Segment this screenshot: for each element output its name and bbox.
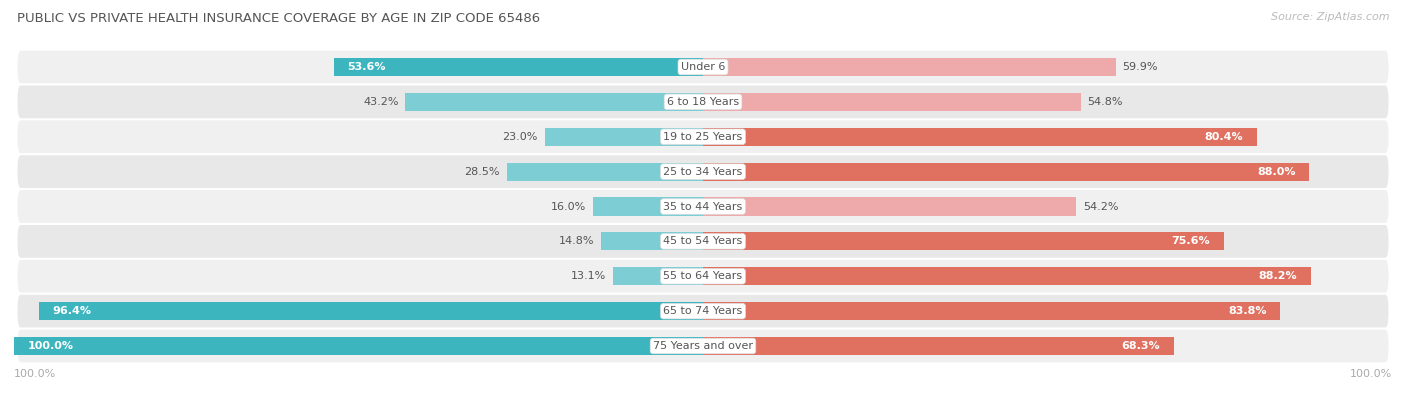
Bar [703, 302, 1281, 320]
Bar [703, 232, 1223, 250]
Text: 28.5%: 28.5% [464, 166, 499, 177]
Text: 59.9%: 59.9% [1122, 62, 1159, 72]
FancyBboxPatch shape [17, 155, 1389, 188]
FancyBboxPatch shape [17, 330, 1389, 362]
Text: 54.8%: 54.8% [1087, 97, 1123, 107]
Text: Under 6: Under 6 [681, 62, 725, 72]
Text: 100.0%: 100.0% [1350, 369, 1392, 379]
Text: 13.1%: 13.1% [571, 271, 606, 281]
Bar [703, 128, 1257, 146]
FancyBboxPatch shape [17, 51, 1389, 83]
Text: 96.4%: 96.4% [52, 306, 91, 316]
Text: 35 to 44 Years: 35 to 44 Years [664, 202, 742, 211]
Bar [703, 337, 1174, 355]
Text: 88.2%: 88.2% [1258, 271, 1296, 281]
Bar [14, 337, 703, 355]
Bar [703, 267, 1310, 285]
Bar [405, 93, 703, 111]
Bar [333, 58, 703, 76]
Bar [703, 93, 1081, 111]
Text: 23.0%: 23.0% [502, 132, 537, 142]
FancyBboxPatch shape [17, 120, 1389, 153]
Text: 25 to 34 Years: 25 to 34 Years [664, 166, 742, 177]
Text: 53.6%: 53.6% [347, 62, 387, 72]
Text: 100.0%: 100.0% [28, 341, 75, 351]
Text: 65 to 74 Years: 65 to 74 Years [664, 306, 742, 316]
Text: 80.4%: 80.4% [1205, 132, 1243, 142]
Text: 55 to 64 Years: 55 to 64 Years [664, 271, 742, 281]
FancyBboxPatch shape [17, 225, 1389, 258]
Text: 54.2%: 54.2% [1083, 202, 1119, 211]
Text: 88.0%: 88.0% [1257, 166, 1295, 177]
Bar [544, 128, 703, 146]
Text: 16.0%: 16.0% [551, 202, 586, 211]
Bar [703, 197, 1077, 216]
Text: 43.2%: 43.2% [363, 97, 398, 107]
FancyBboxPatch shape [17, 295, 1389, 328]
Text: 45 to 54 Years: 45 to 54 Years [664, 236, 742, 247]
Text: 19 to 25 Years: 19 to 25 Years [664, 132, 742, 142]
Bar [613, 267, 703, 285]
Bar [506, 163, 703, 181]
Text: 75 Years and over: 75 Years and over [652, 341, 754, 351]
Text: PUBLIC VS PRIVATE HEALTH INSURANCE COVERAGE BY AGE IN ZIP CODE 65486: PUBLIC VS PRIVATE HEALTH INSURANCE COVER… [17, 12, 540, 25]
Text: 6 to 18 Years: 6 to 18 Years [666, 97, 740, 107]
Text: 83.8%: 83.8% [1227, 306, 1267, 316]
Bar [703, 163, 1309, 181]
Bar [600, 232, 703, 250]
FancyBboxPatch shape [17, 260, 1389, 293]
Bar [593, 197, 703, 216]
Text: 75.6%: 75.6% [1171, 236, 1211, 247]
Text: Source: ZipAtlas.com: Source: ZipAtlas.com [1271, 12, 1389, 22]
Bar [703, 58, 1116, 76]
Text: 14.8%: 14.8% [558, 236, 595, 247]
Text: 68.3%: 68.3% [1121, 341, 1160, 351]
Text: 100.0%: 100.0% [14, 369, 56, 379]
FancyBboxPatch shape [17, 190, 1389, 223]
Bar [39, 302, 703, 320]
FancyBboxPatch shape [17, 85, 1389, 118]
